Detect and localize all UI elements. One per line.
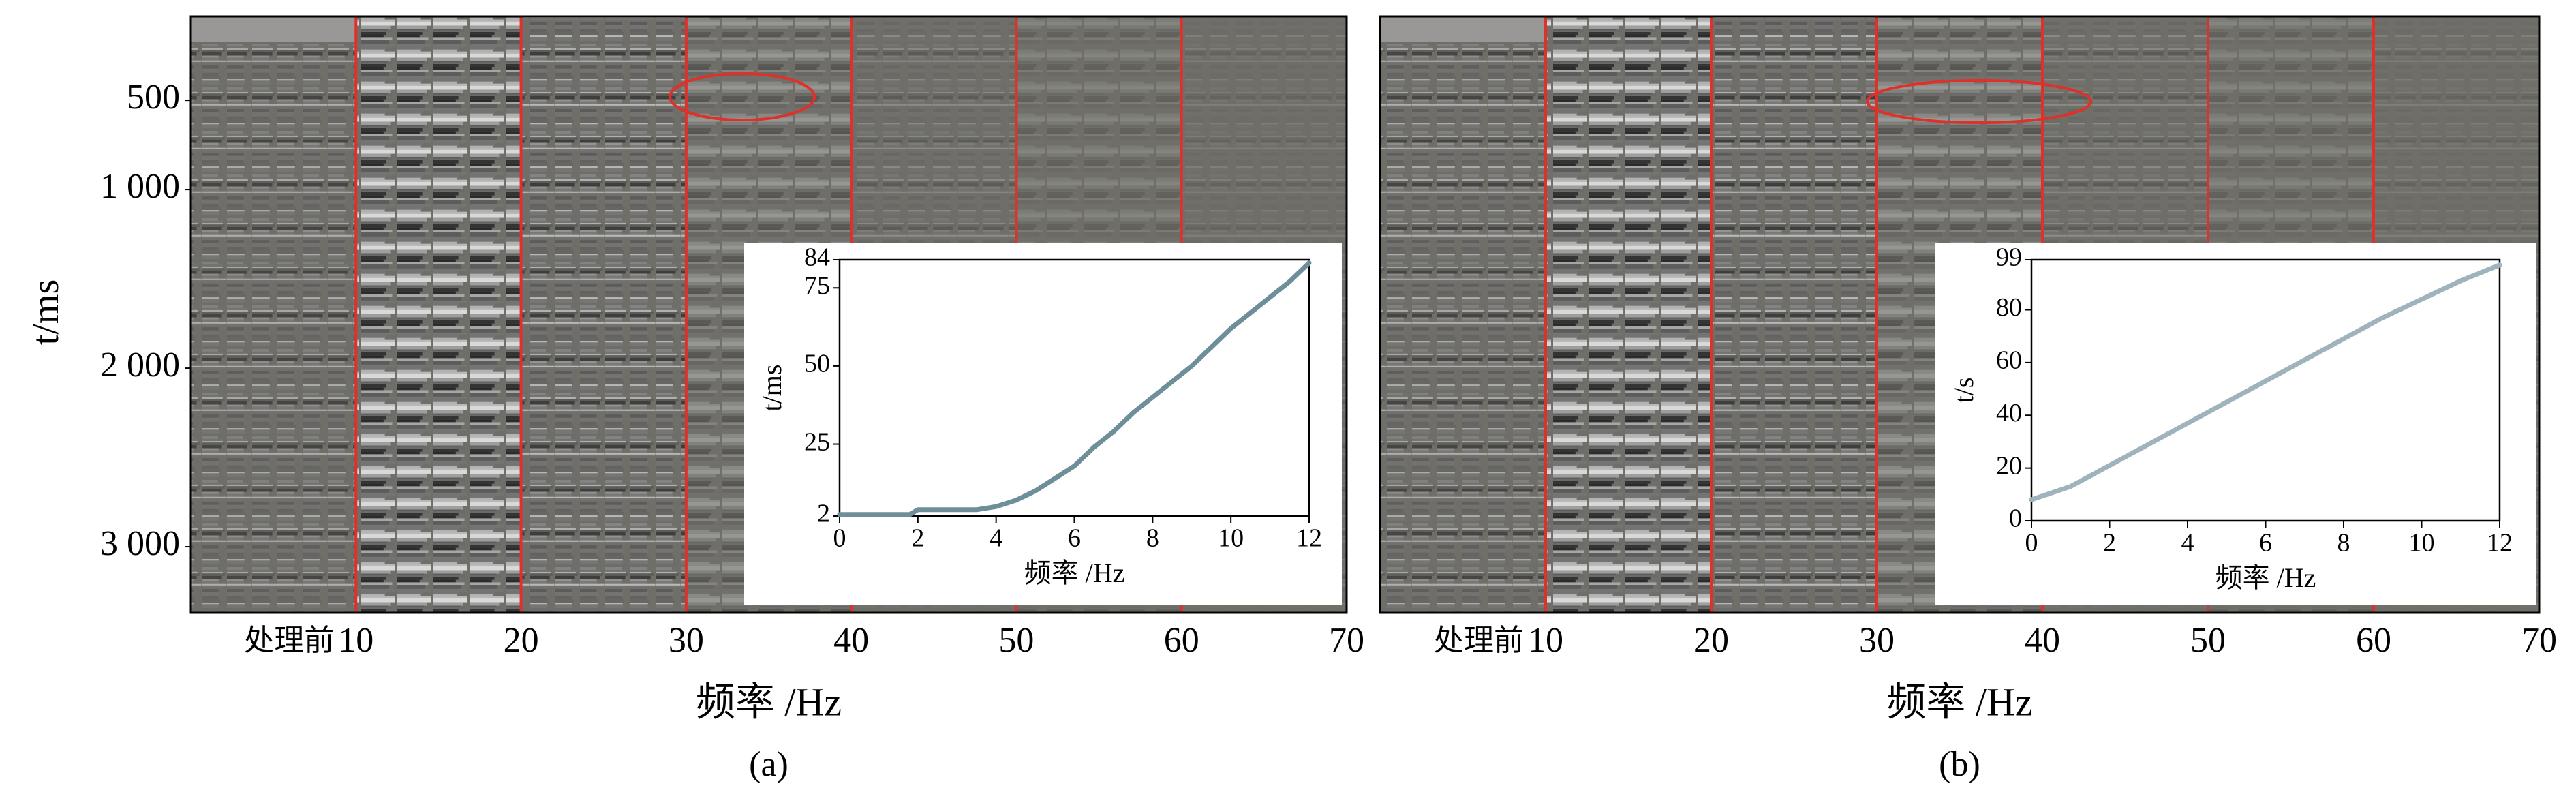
data-line — [837, 260, 1312, 517]
y-tick-label: 3 000 — [100, 524, 180, 563]
x-tick-label: 70 — [1329, 621, 1364, 660]
inset-background — [1935, 243, 2536, 605]
x-tick-label: 50 — [2190, 621, 2226, 660]
x-tick-label: 30 — [1859, 621, 1895, 660]
x-tick-label: 6 — [1068, 524, 1081, 553]
y-axis-label: t/ms — [25, 279, 67, 345]
x-tick-label: 10 — [2409, 529, 2435, 558]
x-tick-label: 20 — [1693, 621, 1729, 660]
x-tick-label: 12 — [2487, 529, 2513, 558]
x-tick-label: 2 — [911, 524, 924, 553]
x-axis-label: 频率 /Hz — [696, 680, 842, 724]
x-tick-label: 10 — [1218, 524, 1244, 553]
caption: (b) — [1939, 745, 1980, 784]
seismic-band — [1711, 16, 1877, 613]
x-tick-label: 6 — [2259, 529, 2272, 558]
x-tick-label: 20 — [504, 621, 539, 660]
data-line — [2029, 262, 2502, 502]
y-tick-label: 75 — [804, 271, 830, 300]
x-tick-label: 40 — [833, 621, 869, 660]
x-tick-label: 70 — [2521, 621, 2557, 660]
x-tick-label: 0 — [833, 524, 846, 553]
frame — [189, 15, 1348, 614]
first-band-label: 处理前 — [244, 624, 334, 657]
x-tick-label: 8 — [1146, 524, 1159, 553]
x-tick-label: 4 — [2181, 529, 2194, 558]
y-tick-label: 20 — [1996, 451, 2022, 480]
x-tick-label: 10 — [338, 621, 373, 660]
x-axis-label: 频率 /Hz — [1886, 680, 2032, 724]
top-strip — [1380, 16, 1546, 42]
y-tick-label: 84 — [804, 243, 830, 272]
y-tick-label: 25 — [804, 427, 830, 456]
frame — [1379, 15, 2541, 614]
top-strip — [191, 16, 356, 42]
caption: (a) — [749, 745, 788, 784]
seismic-band — [521, 16, 686, 613]
y-tick-label: 50 — [804, 350, 830, 378]
seismic-band — [1546, 16, 1711, 613]
seismic-band — [1380, 16, 1546, 613]
x-tick-label: 12 — [1296, 524, 1322, 553]
seismic-band — [191, 16, 356, 613]
y-tick-label: 2 000 — [100, 346, 180, 384]
x-tick-label: 50 — [998, 621, 1034, 660]
x-tick-label: 10 — [1528, 621, 1563, 660]
x-tick-label: 8 — [2337, 529, 2350, 558]
y-tick-label: 1 000 — [100, 167, 180, 206]
first-band-label: 处理前 — [1434, 624, 1524, 657]
x-tick-label: 40 — [2025, 621, 2060, 660]
y-tick-label: 500 — [127, 78, 180, 117]
y-tick-label: 0 — [2009, 504, 2022, 533]
y-axis-label: t/s — [1948, 378, 1979, 404]
y-tick-label: 99 — [1996, 243, 2022, 272]
y-axis-label: t/ms — [756, 365, 787, 412]
y-tick-label: 40 — [1996, 399, 2022, 427]
x-tick-label: 60 — [2356, 621, 2391, 660]
y-tick-label: 80 — [1996, 293, 2022, 322]
x-axis-label: 频率 /Hz — [2215, 562, 2316, 593]
x-tick-label: 60 — [1164, 621, 1199, 660]
highlight-ellipse — [669, 72, 816, 121]
y-tick-label: 2 — [817, 500, 830, 528]
x-axis-label: 频率 /Hz — [1024, 558, 1125, 588]
seismic-band — [356, 16, 521, 613]
x-tick-label: 30 — [669, 621, 704, 660]
inset-background — [744, 243, 1342, 605]
y-tick-label: 60 — [1996, 346, 2022, 375]
x-tick-label: 0 — [2025, 529, 2038, 558]
x-tick-label: 2 — [2103, 529, 2116, 558]
highlight-ellipse — [1866, 79, 2092, 124]
x-tick-label: 4 — [990, 524, 1002, 553]
